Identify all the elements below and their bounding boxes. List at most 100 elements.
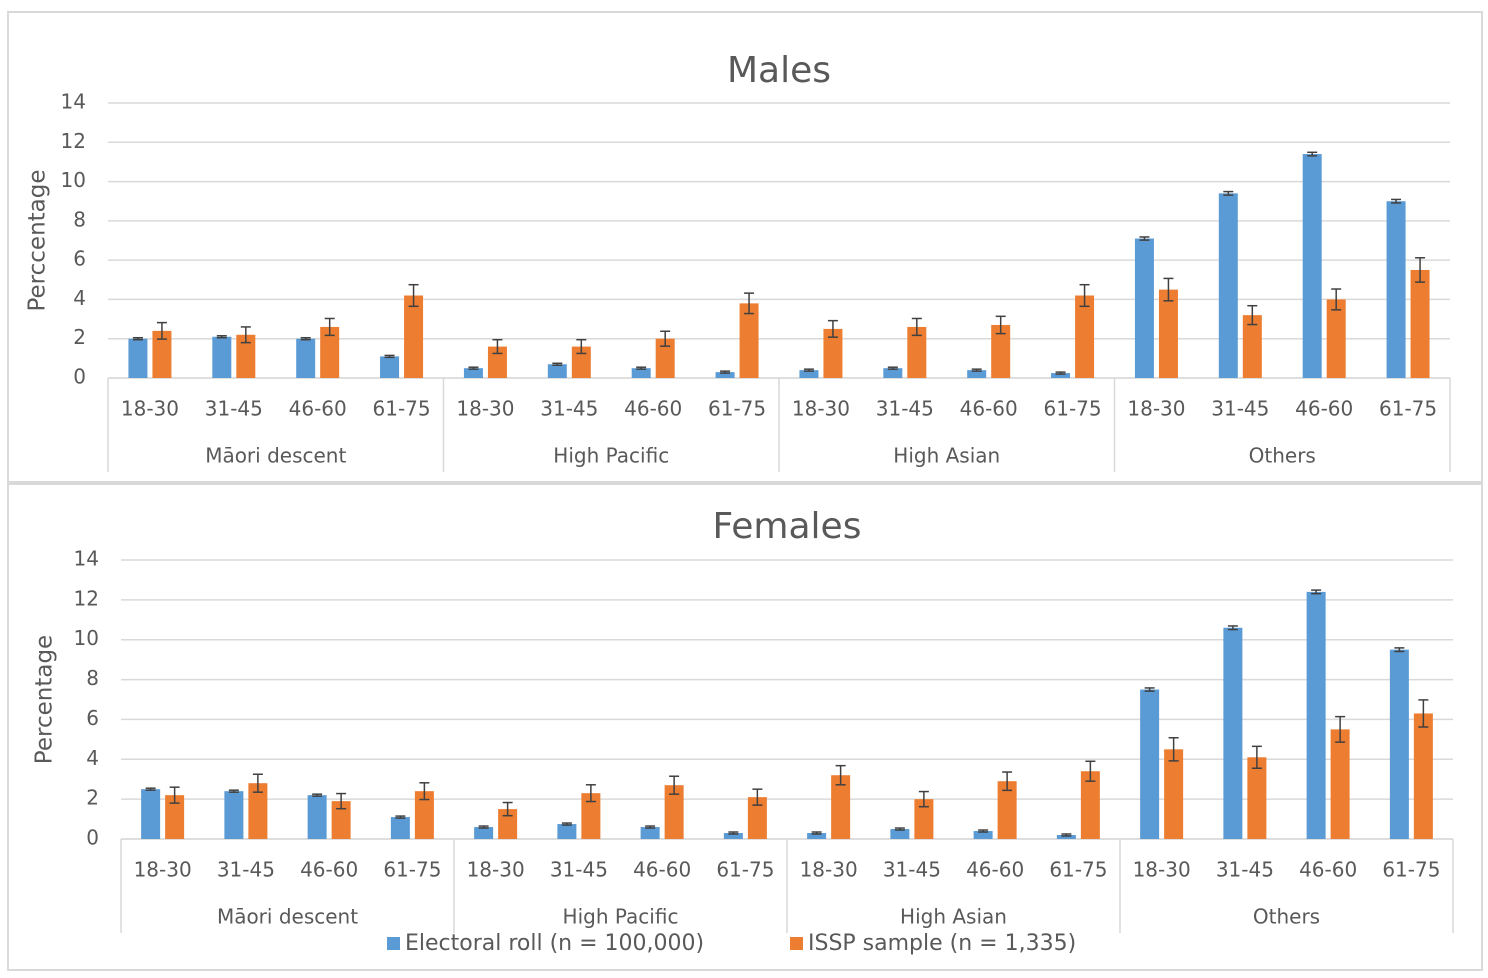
error-bar <box>1163 277 1174 302</box>
error-bar <box>645 825 656 829</box>
error-bar <box>1055 371 1066 375</box>
y-tick-label: 0 <box>73 365 86 389</box>
y-tick-label: 6 <box>86 706 99 730</box>
bar <box>715 372 735 378</box>
x-tick-label: 18-30 <box>456 397 514 421</box>
error-bar <box>1307 151 1318 157</box>
x-tick-label: 46-60 <box>289 397 347 421</box>
y-tick-label: 4 <box>73 286 86 310</box>
bar <box>1080 771 1100 839</box>
y-tick-label: 14 <box>61 90 86 114</box>
y-tick-label: 8 <box>86 666 99 690</box>
error-bar <box>971 368 982 372</box>
x-tick-label: 31-45 <box>876 397 934 421</box>
bar <box>1134 238 1154 378</box>
x-tick-label: 46-60 <box>1299 858 1357 882</box>
bar <box>128 338 148 378</box>
bar <box>1247 757 1267 839</box>
y-tick-label: 8 <box>73 207 86 231</box>
error-bar <box>1394 647 1405 653</box>
bar <box>1056 835 1076 839</box>
bar <box>390 817 410 839</box>
bar <box>152 330 172 378</box>
x-tick-label: 18-30 <box>1133 858 1191 882</box>
bar <box>883 368 903 378</box>
error-bar <box>660 330 671 347</box>
error-bar <box>395 815 406 819</box>
bar <box>1306 591 1326 839</box>
bar <box>967 370 987 378</box>
error-bar <box>669 775 680 795</box>
x-tick-label: 31-45 <box>550 858 608 882</box>
error-bar <box>240 326 251 344</box>
error-bar <box>145 787 156 791</box>
bar <box>248 783 268 839</box>
bar <box>1413 713 1433 839</box>
error-bar <box>1144 687 1155 692</box>
bar <box>236 334 256 378</box>
bar <box>463 368 483 378</box>
bar <box>224 791 244 839</box>
legend-label: Electoral roll (n = 100,000) <box>405 931 704 956</box>
bar <box>404 295 424 378</box>
x-tick-label: 46-60 <box>966 858 1024 882</box>
error-bar <box>576 338 587 355</box>
error-bar <box>894 827 905 831</box>
x-tick-label: 31-45 <box>540 397 598 421</box>
legend-label: ISSP sample (n = 1,335) <box>808 931 1076 956</box>
x-tick-label: 31-45 <box>205 397 263 421</box>
y-tick-label: 2 <box>86 786 99 810</box>
error-bar <box>336 792 347 810</box>
panel-frame <box>7 483 1483 971</box>
error-bar <box>1061 833 1072 837</box>
bar <box>1075 295 1095 378</box>
x-tick-label: 18-30 <box>134 858 192 882</box>
y-tick-label: 4 <box>86 746 99 770</box>
x-tick-label: 46-60 <box>633 858 691 882</box>
bar <box>823 328 843 378</box>
group-label: High Asian <box>900 905 1007 929</box>
error-bar <box>918 790 929 808</box>
x-tick-label: 31-45 <box>1216 858 1274 882</box>
x-tick-label: 46-60 <box>300 858 358 882</box>
error-bar <box>827 319 838 338</box>
legend-swatch <box>387 937 400 950</box>
group-label: Others <box>1249 444 1316 468</box>
error-bar <box>132 336 143 341</box>
x-tick-label: 61-75 <box>708 397 766 421</box>
bar <box>474 827 494 839</box>
error-bar <box>478 825 489 829</box>
error-bar <box>1247 304 1258 326</box>
chart-title: Females <box>713 506 862 547</box>
bar <box>1140 689 1160 839</box>
error-bar <box>1415 257 1426 283</box>
group-label: High Pacific <box>553 444 669 468</box>
x-tick-label: 61-75 <box>716 858 774 882</box>
bar <box>487 346 507 378</box>
y-axis-title: Percentage <box>32 635 58 764</box>
bar <box>991 324 1011 378</box>
x-tick-label: 61-75 <box>383 858 441 882</box>
y-tick-label: 0 <box>86 826 99 850</box>
bar <box>331 801 351 839</box>
bar <box>320 326 340 378</box>
bar <box>664 785 684 839</box>
error-bar <box>552 362 563 366</box>
y-tick-label: 10 <box>74 626 99 650</box>
y-axis-title: Perccentage <box>25 169 51 311</box>
error-bar <box>216 335 227 339</box>
group-label: High Pacific <box>563 905 679 929</box>
bar <box>1410 269 1430 378</box>
chart-title: Males <box>727 50 831 91</box>
group-label: Others <box>1253 905 1320 929</box>
x-tick-label: 18-30 <box>800 858 858 882</box>
bar <box>1386 201 1406 378</box>
bar <box>1326 299 1346 378</box>
error-bar <box>636 366 647 370</box>
error-bar <box>1002 771 1013 792</box>
bar <box>747 797 767 839</box>
y-tick-label: 14 <box>74 547 99 571</box>
error-bar <box>1251 745 1262 770</box>
bar <box>997 781 1017 839</box>
y-tick-label: 10 <box>61 168 86 192</box>
